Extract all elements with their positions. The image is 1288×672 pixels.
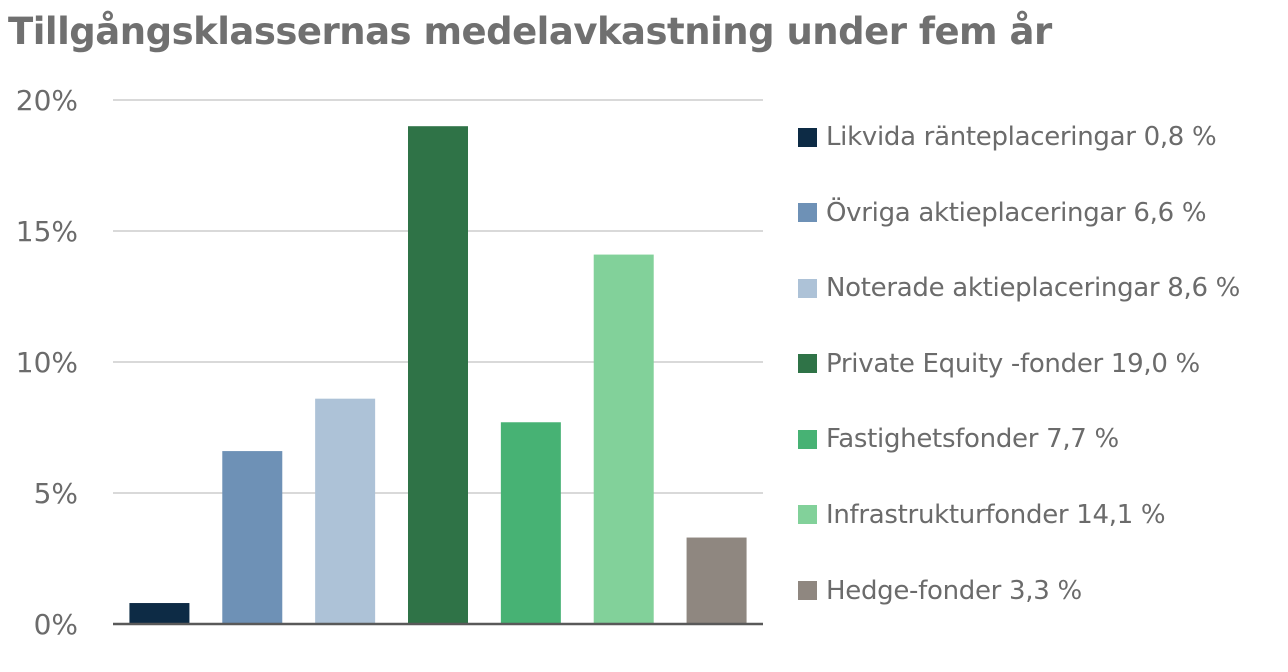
bar — [593, 254, 654, 624]
legend-item: Hedge-fonder 3,3 % — [798, 572, 1240, 610]
legend-label: Fastighetsfonder 7,7 % — [826, 424, 1119, 455]
legend-label: Hedge-fonder 3,3 % — [826, 575, 1082, 606]
y-tick-label: 0% — [34, 608, 78, 641]
legend-item: Övriga aktieplaceringar 6,6 % — [798, 194, 1240, 232]
legend-swatch — [798, 278, 817, 298]
legend-item: Infrastrukturfonder 14,1 % — [798, 496, 1240, 534]
bar — [222, 451, 283, 624]
legend-swatch — [798, 203, 817, 223]
legend-label: Private Equity -fonder 19,0 % — [826, 348, 1200, 379]
y-tick-label: 5% — [34, 477, 78, 510]
bar — [686, 537, 747, 624]
legend-swatch — [798, 429, 817, 449]
legend-item: Likvida ränteplaceringar 0,8 % — [798, 118, 1240, 156]
bar — [315, 398, 376, 624]
legend-label: Infrastrukturfonder 14,1 % — [826, 499, 1166, 530]
y-tick-label: 20% — [16, 84, 78, 117]
legend-swatch — [798, 127, 817, 147]
chart-legend: Likvida ränteplaceringar 0,8 % Övriga akt… — [798, 118, 1240, 647]
legend-label: Noterade aktieplaceringar 8,6 % — [826, 273, 1241, 304]
y-tick-label: 15% — [16, 215, 78, 248]
legend-item: Private Equity -fonder 19,0 % — [798, 345, 1240, 383]
legend-swatch — [798, 354, 817, 374]
bar — [500, 422, 561, 624]
chart-title: Tillgångsklassernas medelavkastning unde… — [8, 10, 1052, 53]
bar — [129, 603, 190, 624]
bar-chart: 0% 5% 10% 15% 20% — [16, 84, 763, 641]
legend-label: Övriga aktieplaceringar 6,6 % — [826, 197, 1207, 228]
legend-swatch — [798, 505, 817, 525]
legend-item: Noterade aktieplaceringar 8,6 % — [798, 269, 1240, 307]
legend-swatch — [798, 581, 817, 601]
legend-label: Likvida ränteplaceringar 0,8 % — [826, 122, 1217, 152]
bar — [408, 126, 468, 624]
legend-item: Fastighetsfonder 7,7 % — [798, 420, 1240, 458]
y-tick-label: 10% — [16, 346, 78, 379]
